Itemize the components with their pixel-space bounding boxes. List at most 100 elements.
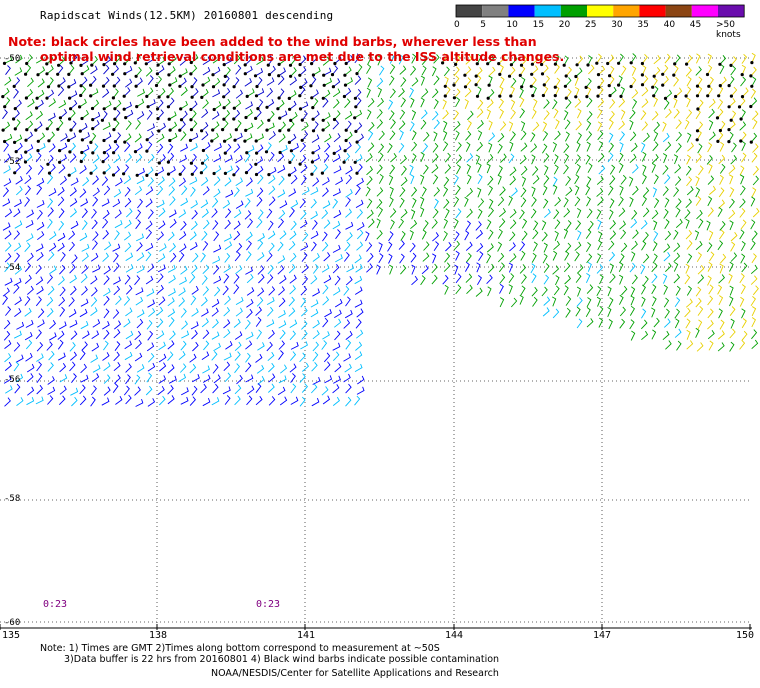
lon-label: 135 xyxy=(2,630,21,641)
wind-barb xyxy=(278,297,286,308)
wind-barb xyxy=(90,132,97,143)
wind-barb xyxy=(321,241,329,252)
wind-barb xyxy=(81,341,88,351)
wind-barb xyxy=(543,165,549,176)
wind-barb xyxy=(497,252,505,263)
wind-barb xyxy=(157,273,164,283)
wind-barb xyxy=(137,88,145,97)
wind-barb xyxy=(124,197,132,208)
wind-barb xyxy=(652,77,658,88)
wind-barb xyxy=(147,153,155,164)
wind-barb xyxy=(91,55,98,66)
wind-barb xyxy=(696,209,703,220)
wind-barb xyxy=(212,319,219,329)
wind-barb xyxy=(444,208,450,219)
contamination-dot xyxy=(727,140,731,144)
contamination-dot xyxy=(344,138,348,143)
wind-barb xyxy=(355,199,364,208)
wind-barb xyxy=(641,296,646,307)
contamination-dot xyxy=(67,85,71,89)
wind-barb xyxy=(324,142,331,153)
wind-barb xyxy=(499,186,506,196)
wind-barb xyxy=(92,231,99,241)
contamination-dot xyxy=(739,139,743,143)
wind-barb xyxy=(345,396,352,407)
wind-barb xyxy=(47,251,55,261)
wind-barb xyxy=(202,329,210,340)
wind-barb xyxy=(609,65,615,76)
wind-barb xyxy=(268,230,276,240)
wind-barb xyxy=(543,110,550,120)
wind-barb xyxy=(90,275,98,285)
wind-barb xyxy=(410,252,417,263)
wind-barb xyxy=(543,242,548,253)
wind-barb xyxy=(630,330,636,341)
contamination-dot xyxy=(168,83,172,87)
wind-barb xyxy=(355,341,363,351)
wind-barb xyxy=(510,109,516,120)
wind-barb xyxy=(36,185,43,195)
wind-barb xyxy=(455,97,461,108)
wind-barb xyxy=(508,284,513,295)
contamination-dot xyxy=(298,162,302,166)
wind-barb xyxy=(125,374,131,385)
wind-barb xyxy=(608,319,613,330)
wind-barb xyxy=(608,240,615,251)
wind-barb xyxy=(750,88,756,99)
wind-barb xyxy=(520,121,526,132)
wind-barb xyxy=(71,254,78,264)
wind-barb xyxy=(642,231,649,242)
wind-barb xyxy=(80,363,87,374)
wind-barb xyxy=(564,250,570,261)
wind-barb xyxy=(541,231,548,242)
wind-barb xyxy=(310,299,319,308)
wind-barb xyxy=(181,110,188,121)
wind-barb xyxy=(453,174,459,185)
wind-barb xyxy=(609,164,616,175)
wind-barb xyxy=(180,221,187,231)
wind-barb xyxy=(433,187,440,197)
wind-barb xyxy=(71,373,77,383)
wind-barb xyxy=(563,153,569,164)
contamination-dot xyxy=(463,85,468,89)
wind-barb xyxy=(707,320,714,330)
wind-barb xyxy=(147,99,156,108)
wind-barb xyxy=(312,144,321,154)
wind-barb xyxy=(167,308,176,318)
wind-barb xyxy=(389,197,394,208)
contamination-dot xyxy=(332,151,336,155)
wind-barb xyxy=(102,218,109,229)
wind-barb xyxy=(222,120,229,130)
contamination-dot xyxy=(287,96,291,100)
wind-barb xyxy=(511,55,518,66)
wind-barb xyxy=(13,330,22,339)
wind-barb xyxy=(663,297,670,308)
wind-barb xyxy=(553,154,559,165)
contamination-dot xyxy=(353,160,357,164)
contamination-dot xyxy=(355,72,359,76)
wind-barb xyxy=(212,220,219,230)
wind-barb xyxy=(740,241,746,252)
contamination-dot xyxy=(663,96,668,100)
wind-barb xyxy=(312,154,320,163)
wind-barb xyxy=(378,253,384,264)
wind-barb xyxy=(345,77,353,86)
wind-barb xyxy=(345,120,352,131)
wind-barb xyxy=(707,275,712,286)
wind-barb xyxy=(333,78,341,88)
wind-barb xyxy=(709,251,715,262)
wind-barb xyxy=(277,189,286,198)
wind-barb xyxy=(256,165,264,175)
wind-barb xyxy=(608,142,614,153)
wind-barb xyxy=(618,162,624,173)
wind-barb xyxy=(366,198,373,209)
wind-barb xyxy=(718,308,723,319)
wind-barb xyxy=(278,133,286,143)
wind-barb xyxy=(80,198,89,207)
wind-barb xyxy=(59,154,67,163)
contamination-dot xyxy=(1,128,5,132)
wind-barb xyxy=(14,163,21,174)
wind-barb xyxy=(421,229,427,240)
contamination-dot xyxy=(255,151,259,155)
wind-barb xyxy=(90,396,96,407)
